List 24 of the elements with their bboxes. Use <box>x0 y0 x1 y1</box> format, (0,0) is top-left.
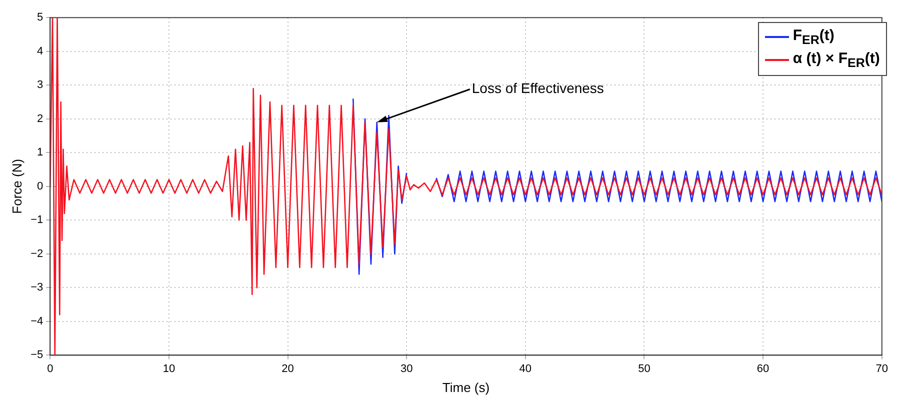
y-axis-title: Force (N) <box>9 158 24 214</box>
x-tick-label: 40 <box>519 362 532 375</box>
x-tick-label: 10 <box>162 362 176 375</box>
x-axis-title: Time (s) <box>442 380 490 395</box>
x-tick-label: 70 <box>876 362 888 375</box>
y-tick-label: −4 <box>30 315 44 328</box>
y-tick-label: 5 <box>37 12 44 24</box>
x-tick-label: 0 <box>47 362 54 375</box>
legend-label: α (t) × F$_{ER}$(t) <box>792 50 880 70</box>
y-tick-label: −1 <box>30 214 44 226</box>
x-tick-label: 50 <box>638 362 650 375</box>
y-tick-label: 1 <box>37 146 44 159</box>
legend-label: F$_{ER}$(t) <box>792 27 834 48</box>
y-tick-label: −5 <box>30 349 44 362</box>
y-tick-label: 0 <box>37 180 44 192</box>
x-tick-label: 20 <box>282 362 294 375</box>
y-tick-label: 4 <box>37 45 44 58</box>
annotation: Loss of Effectiveness <box>472 80 604 96</box>
y-tick-label: −3 <box>30 282 44 294</box>
y-tick-label: −2 <box>30 248 44 260</box>
y-tick-label: 3 <box>37 79 44 92</box>
x-tick-label: 60 <box>756 362 770 375</box>
y-tick-label: 2 <box>37 112 44 125</box>
x-tick-label: 30 <box>400 362 413 375</box>
